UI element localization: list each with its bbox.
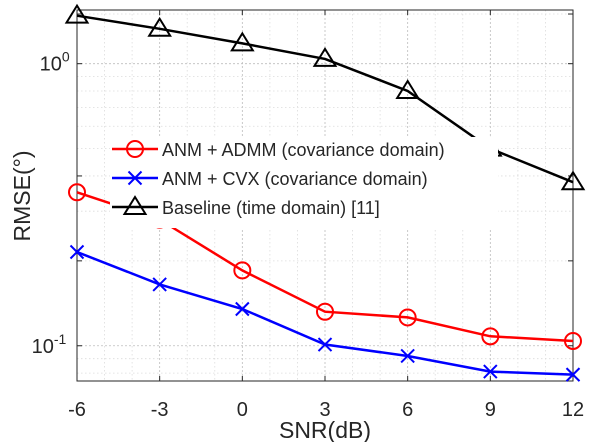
legend-label: ANM + CVX (covariance domain) xyxy=(162,169,428,189)
legend-marker-triangle xyxy=(122,195,148,215)
data-point-triangle xyxy=(560,170,586,191)
data-point-x xyxy=(317,337,333,352)
x-tick-label: 12 xyxy=(562,399,584,421)
data-point-triangle xyxy=(64,3,90,24)
x-tick-label: 9 xyxy=(485,399,496,421)
data-point-triangle xyxy=(230,31,255,52)
legend-marker-x xyxy=(127,170,143,186)
data-point-x xyxy=(565,367,581,382)
data-point-triangle xyxy=(312,46,338,67)
x-tick-label: -3 xyxy=(151,399,169,421)
x-tick-label: 3 xyxy=(319,399,330,421)
y-axis-label: RMSE(°) xyxy=(9,151,35,242)
data-point-circle xyxy=(316,302,334,321)
data-point-circle xyxy=(481,327,500,346)
x-tick-label: -6 xyxy=(68,399,86,421)
data-point-triangle xyxy=(147,16,172,37)
legend-box xyxy=(110,137,498,228)
data-point-x xyxy=(235,301,250,317)
y-tick-label: 10-1 xyxy=(32,331,67,358)
data-point-circle xyxy=(398,308,417,327)
data-point-triangle xyxy=(395,79,420,100)
x-axis-label: SNR(dB) xyxy=(279,417,371,442)
x-tick-label: 6 xyxy=(402,399,413,421)
data-point-x xyxy=(400,348,415,364)
axis-ticks: -6 -3 0 3 6 9 12 100 10-1 xyxy=(32,10,584,421)
legend-label: Baseline (time domain) [11] xyxy=(162,198,380,218)
legend-marker-circle xyxy=(126,140,144,158)
data-point-circle xyxy=(233,261,252,280)
data-point-circle xyxy=(68,183,86,202)
x-tick-label: 0 xyxy=(237,399,248,421)
legend: ANM + ADMM (covariance domain) ANM + CVX … xyxy=(110,137,498,228)
legend-label: ANM + ADMM (covariance domain) xyxy=(162,140,445,160)
data-point-circle xyxy=(564,331,582,350)
y-tick-label: 100 xyxy=(40,49,70,76)
data-point-x xyxy=(69,244,85,260)
data-point-x xyxy=(483,364,498,379)
data-point-x xyxy=(152,277,167,292)
